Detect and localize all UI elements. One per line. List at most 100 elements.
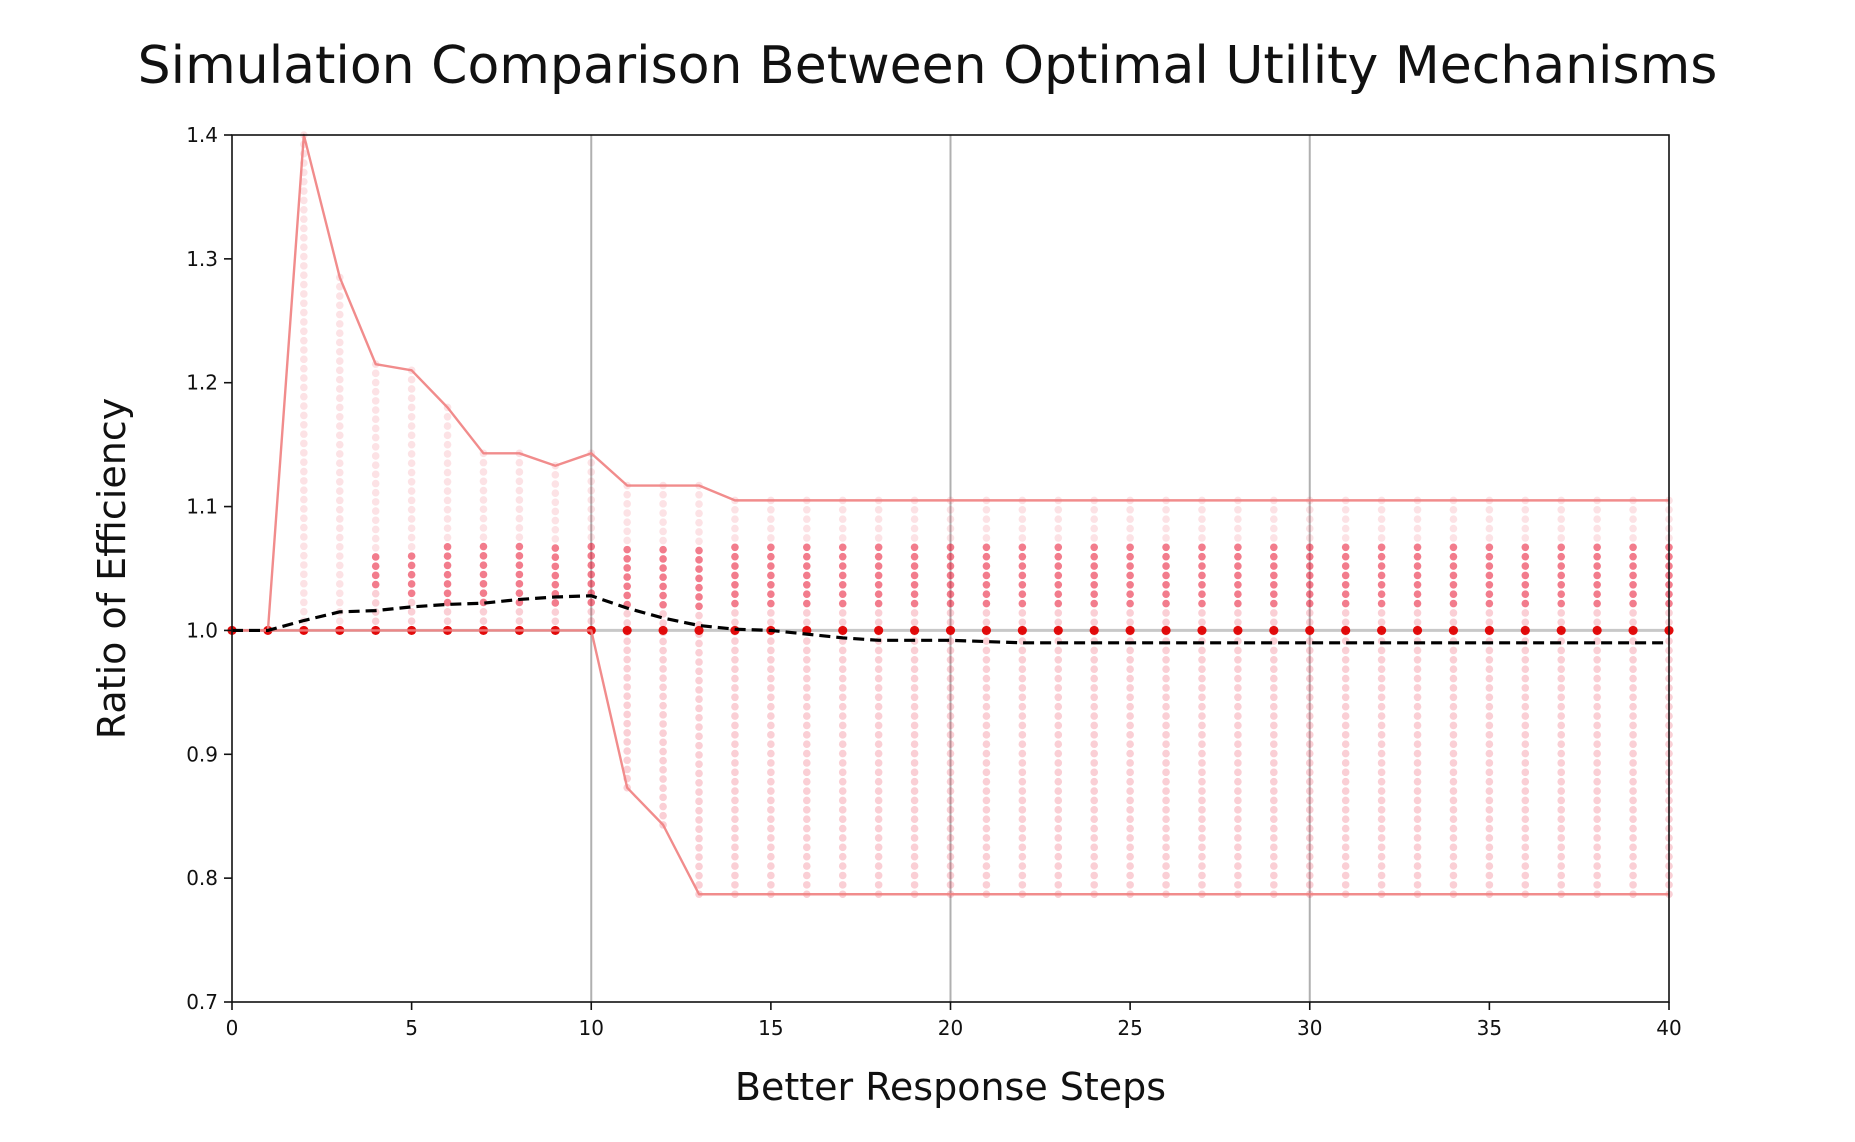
scatter-point [515,580,524,588]
scatter-point [300,439,308,448]
scatter-point [1377,768,1386,777]
scatter-point [910,599,919,608]
scatter-point [1018,815,1027,824]
scatter-point [1557,656,1566,664]
scatter-point [1449,862,1458,870]
scatter-point [1629,702,1637,711]
scatter-point [1090,646,1098,655]
scatter-point [1449,693,1458,702]
scatter-point [695,853,703,861]
scatter-point [874,824,883,833]
scatter-point [1054,852,1063,861]
scatter-point [623,655,631,664]
scatter-point [695,565,703,573]
scatter-point [946,871,955,880]
scatter-point [371,571,380,580]
scatter-point [1521,721,1530,730]
chart-title: Simulation Comparison Between Optimal Ut… [137,36,1718,96]
scatter-point [1413,824,1422,833]
scatter-point [910,787,919,795]
scatter-point [1198,731,1206,739]
scatter-point [1629,871,1637,880]
scatter-point [1126,768,1134,777]
scatter-point [803,515,811,523]
scatter-point [1090,815,1098,824]
scatter-column-8 [514,449,525,636]
scatter-point [1234,684,1242,692]
scatter-point [1234,665,1242,673]
scatter-point [1413,777,1422,786]
scatter-point [1126,684,1134,692]
scatter-point [407,608,416,616]
scatter-point [731,749,739,758]
scatter-point [300,224,308,233]
scatter-point [1270,721,1278,730]
scatter-point [1485,834,1494,842]
scatter-point [982,815,991,824]
scatter-point [1521,646,1530,655]
scatter-point [335,329,344,337]
scatter-point [623,564,631,572]
scatter-point [982,543,991,552]
scatter-point [946,777,955,786]
scatter-point [1234,590,1242,598]
scatter-point [767,552,775,561]
scatter-point [1377,646,1386,655]
scatter-point [731,815,739,824]
scatter-point [1054,777,1063,786]
scatter-point [300,299,308,308]
scatter-point [803,534,811,542]
scatter-point [623,527,631,536]
scatter-point [838,852,847,861]
scatter-point [587,598,596,607]
scatter-point [1521,712,1530,720]
scatter-point [1521,543,1530,552]
scatter-point [910,852,919,861]
scatter-point [910,768,919,777]
scatter-point [982,777,991,786]
scatter-point [407,570,416,579]
scatter-point [910,815,919,824]
y-tick-label: 1.3 [186,247,218,271]
scatter-point [910,562,919,570]
scatter-point [1413,580,1422,589]
scatter-point [731,843,739,852]
scatter-point [1198,824,1206,833]
scatter-point [1198,881,1206,889]
scatter-point [946,702,955,711]
scatter-point [1054,674,1063,683]
scatter-point [695,713,703,722]
scatter-point [300,607,308,616]
scatter-point [1449,815,1458,824]
scatter-point [982,684,991,692]
scatter-point [1557,693,1566,702]
scatter-point [300,598,308,607]
scatter-point [1485,590,1494,598]
scatter-point [1485,749,1494,758]
scatter-point [1270,571,1278,580]
scatter-point [1305,796,1314,805]
scatter-point [443,533,452,542]
scatter-point [1629,815,1637,824]
scatter-point [551,480,560,488]
scatter-point [335,320,344,328]
scatter-point [1449,824,1458,833]
scatter-point [767,787,775,795]
scatter-point [1485,515,1494,523]
scatter-point [443,552,452,560]
scatter-point [910,571,919,580]
scatter-point [946,515,955,523]
scatter-point [1593,599,1601,608]
scatter-point [1305,749,1314,758]
scatter-point [838,674,847,683]
scatter-point [1305,881,1314,889]
scatter-point [1341,815,1350,824]
scatter-point [1198,609,1206,617]
scatter-point [479,486,488,495]
scatter-point [1521,796,1530,805]
scatter-point [767,843,775,852]
scatter-point [1054,505,1063,514]
scatter-point [1557,843,1566,852]
scatter-point [300,589,308,597]
scatter-point [1234,693,1242,702]
